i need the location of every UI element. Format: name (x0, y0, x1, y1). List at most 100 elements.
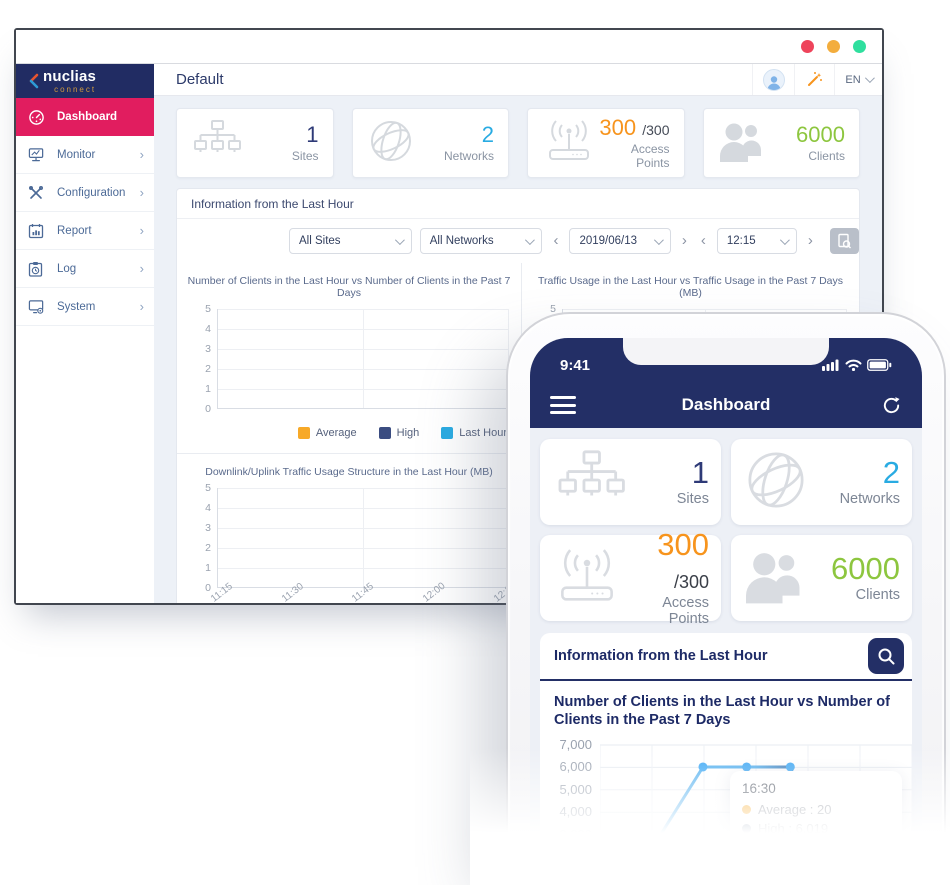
close-window-button[interactable] (801, 40, 814, 53)
sidebar-item-log[interactable]: Log › (16, 250, 154, 288)
tooltip-time: 16:30 (742, 781, 776, 797)
browser-titlebar (16, 30, 882, 64)
networks-icon (367, 117, 415, 170)
phone-header: 9:41 Da (530, 338, 922, 428)
networks-select[interactable]: All Networks (419, 228, 543, 254)
chevron-down-icon (864, 73, 875, 84)
language-label: EN (845, 73, 861, 86)
sidebar-item-configuration[interactable]: Configuration › (16, 174, 154, 212)
wand-icon (806, 71, 823, 88)
chart-title: Downlink/Uplink Traffic Usage Structure … (205, 466, 493, 478)
refresh-icon (881, 395, 902, 416)
sidebar: nuclias connect Dashboard Monitor › (16, 64, 154, 603)
sidebar-item-label: Dashboard (57, 111, 118, 123)
system-icon (28, 298, 48, 316)
dashboard-icon (28, 108, 48, 126)
sidebar-item-system[interactable]: System › (16, 288, 154, 326)
y-tick: 3 (205, 522, 211, 534)
minimize-window-button[interactable] (827, 40, 840, 53)
sites-select[interactable]: All Sites (289, 228, 412, 254)
legend-swatch (441, 427, 454, 439)
stat-value: 300 /300 (657, 527, 709, 592)
page-title: Default (176, 71, 224, 88)
status-time: 9:41 (560, 356, 591, 374)
phone-notch (623, 338, 829, 365)
y-tick: 2 (205, 363, 211, 375)
brand-logo: nuclias connect (16, 64, 154, 98)
sidebar-item-monitor[interactable]: Monitor › (16, 136, 154, 174)
brand-name: nuclias (43, 67, 97, 85)
phone-mockup: 9:41 Da (506, 312, 946, 857)
stat-card-access-points: 300 /300 Access Points (527, 108, 685, 178)
stat-value: 2 (481, 122, 494, 148)
magic-wand-button[interactable] (794, 64, 834, 95)
sidebar-item-label: Monitor (57, 148, 96, 161)
avatar-icon (762, 68, 785, 91)
chevron-down-icon (779, 234, 790, 245)
legend-swatch (297, 427, 310, 439)
y-tick: 2 (205, 542, 211, 554)
clients-icon (718, 118, 768, 169)
sites-select-value: All Sites (299, 235, 341, 247)
refresh-button[interactable] (876, 395, 902, 416)
y-tick: 4 (205, 323, 211, 335)
stat-label: Clients (855, 586, 900, 603)
search-icon (877, 647, 896, 666)
date-select[interactable]: 2019/06/13 (569, 228, 671, 254)
legend-swatch (378, 427, 391, 439)
sidebar-item-report[interactable]: Report › (16, 212, 154, 250)
stat-label: Networks (839, 490, 900, 507)
y-tick: 5 (205, 482, 211, 494)
zoom-window-button[interactable] (853, 40, 866, 53)
stats-row: 1 Sites 2 Networks (176, 108, 860, 178)
networks-icon (743, 447, 809, 518)
legend-item-average: Average (297, 427, 357, 439)
legend-item-last-hour: Last Hour (441, 427, 507, 439)
y-tick: 0 (205, 403, 211, 415)
phone-info-bar: Information from the Last Hour (540, 633, 912, 681)
stat-label: Clients (808, 148, 845, 163)
y-tick: 5,000 (559, 782, 592, 798)
language-selector[interactable]: EN (834, 64, 882, 95)
time-next-button[interactable]: › (807, 232, 813, 249)
signal-icon (822, 359, 840, 371)
info-panel-title: Information from the Last Hour (177, 189, 859, 219)
search-button[interactable] (868, 638, 904, 674)
stat-label: Sites (291, 148, 319, 163)
sidebar-item-label: Report (57, 224, 92, 237)
chart-clients: Number of Clients in the Last Hour vs Nu… (177, 263, 521, 453)
configuration-icon (28, 184, 48, 202)
chevron-right-icon: › (139, 299, 144, 314)
wifi-icon (845, 359, 862, 371)
sidebar-item-dashboard[interactable]: Dashboard (16, 98, 154, 136)
monitor-icon (28, 146, 48, 164)
chart-title: Traffic Usage in the Last Hour vs Traffi… (537, 275, 844, 299)
phone-chart: Number of Clients in the Last Hour vs Nu… (540, 681, 912, 857)
x-tick: 11:15 (209, 581, 235, 603)
stat-card-clients: 6000 Clients (731, 535, 912, 621)
chart-x-labels: 11:15 11:30 11:45 12:00 12:15 (209, 581, 518, 603)
legend-item-high: High (378, 427, 419, 439)
time-select[interactable]: 12:15 (716, 228, 797, 254)
stat-card-access-points: 300 /300 Access Points (540, 528, 721, 626)
series-dot (742, 824, 751, 834)
sidebar-item-label: Log (57, 262, 77, 275)
user-avatar-button[interactable] (752, 64, 794, 95)
y-tick: 5 (550, 303, 556, 315)
y-tick: 6,000 (559, 759, 592, 775)
tooltip-row-last-hour: Last Hour : 6,019 (742, 840, 890, 855)
clients-icon (743, 546, 809, 611)
date-prev-button[interactable]: ‹ (553, 232, 559, 249)
chart-title: Number of Clients in the Last Hour vs Nu… (187, 275, 511, 299)
report-preview-button[interactable] (829, 228, 859, 254)
chart-downlink-uplink: Downlink/Uplink Traffic Usage Structure … (177, 454, 521, 603)
series-dot (742, 843, 751, 853)
time-select-value: 12:15 (726, 235, 756, 247)
hamburger-menu-button[interactable] (550, 396, 576, 414)
stat-card-sites: 1 Sites (540, 439, 721, 525)
brand-text: nuclias connect (43, 69, 96, 94)
date-next-button[interactable]: › (681, 232, 687, 249)
time-prev-button[interactable]: ‹ (700, 232, 706, 249)
traffic-lights (801, 40, 866, 53)
